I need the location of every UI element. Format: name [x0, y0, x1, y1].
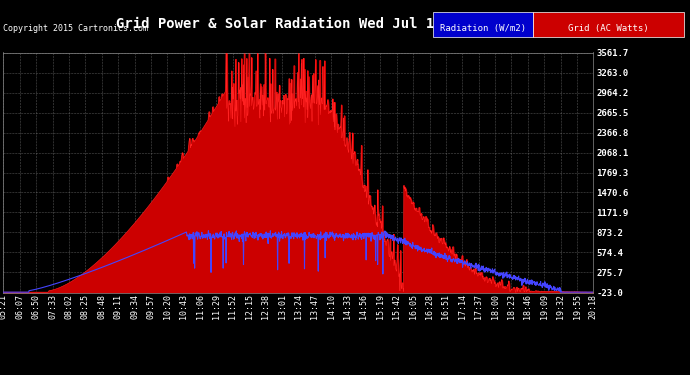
Text: Radiation (W/m2): Radiation (W/m2): [440, 24, 526, 33]
Text: Grid (AC Watts): Grid (AC Watts): [569, 24, 649, 33]
Text: Grid Power & Solar Radiation Wed Jul 1 20:33: Grid Power & Solar Radiation Wed Jul 1 2…: [116, 17, 484, 31]
Text: Copyright 2015 Cartronics.com: Copyright 2015 Cartronics.com: [3, 24, 148, 33]
